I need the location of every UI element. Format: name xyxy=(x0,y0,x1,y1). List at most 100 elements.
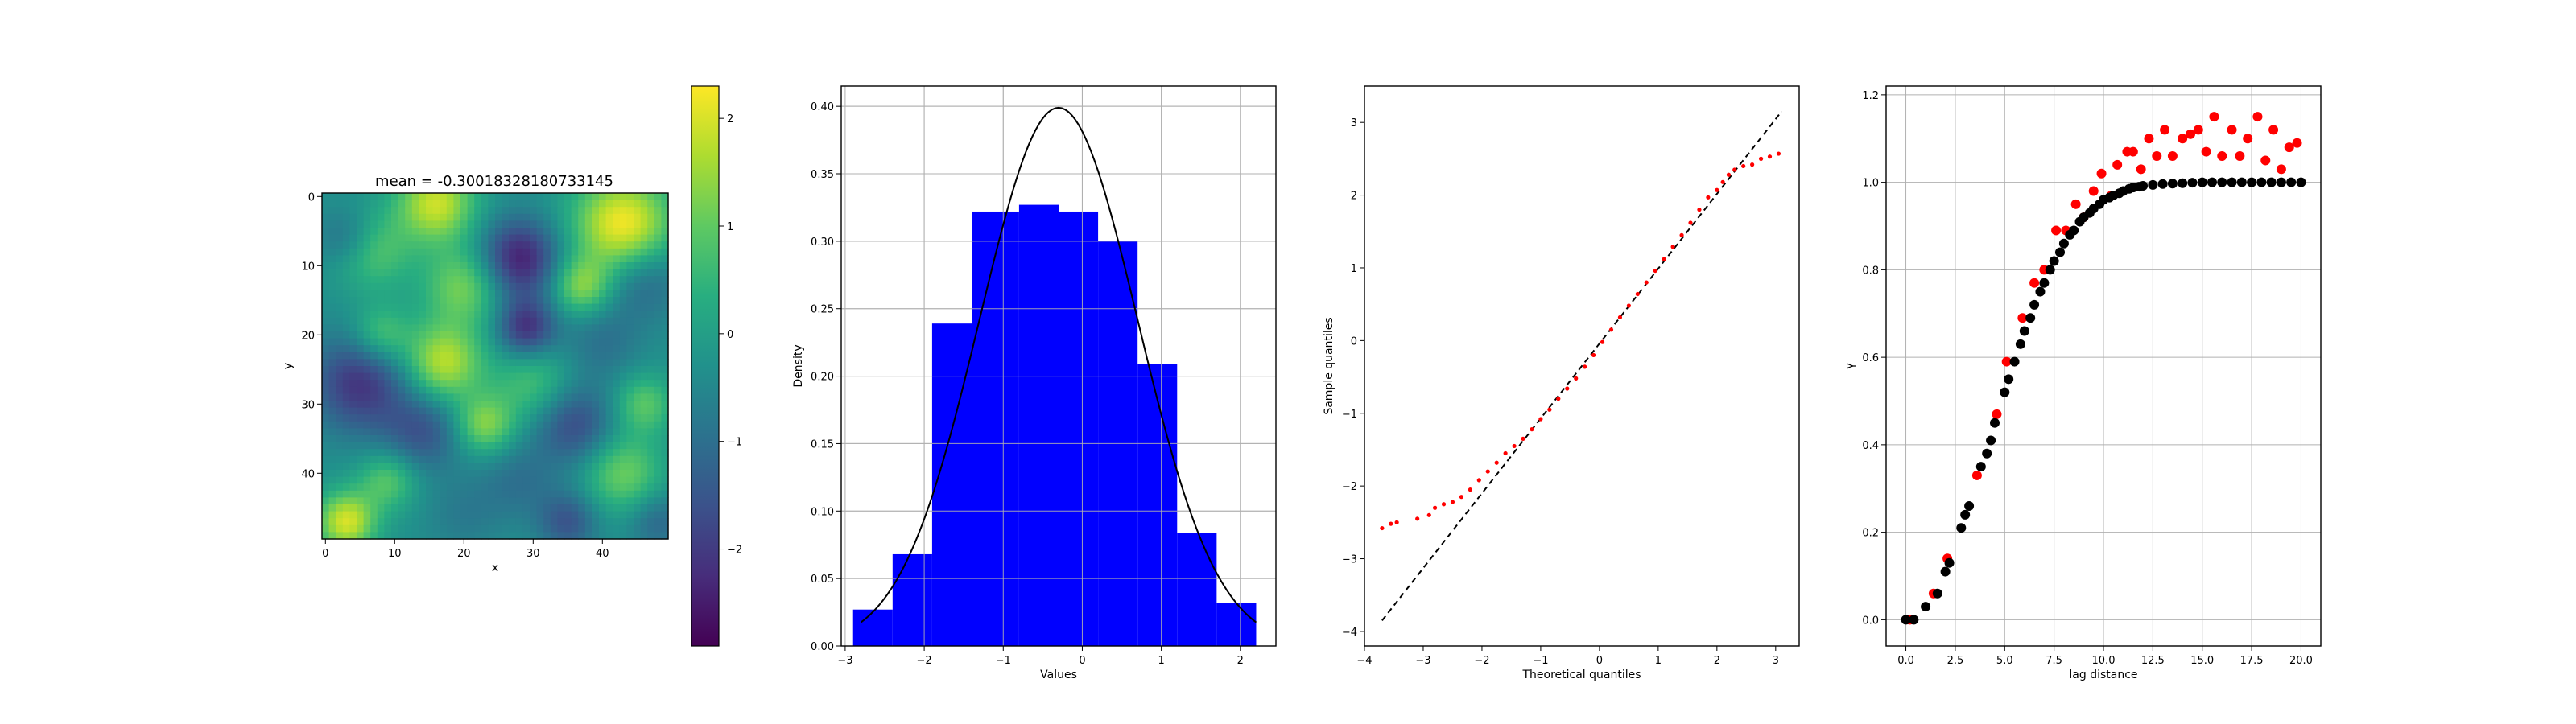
heatmap-cell xyxy=(515,282,523,290)
heatmap-cell xyxy=(384,470,392,478)
heatmap-cell xyxy=(419,241,427,249)
heatmap-cell xyxy=(336,380,344,388)
heatmap-cell xyxy=(626,518,634,526)
heatmap-cell xyxy=(322,345,330,353)
heatmap-cell xyxy=(349,532,357,540)
heatmap-cell xyxy=(626,421,634,429)
heatmap-cell xyxy=(564,532,572,540)
heatmap-cell xyxy=(467,220,475,228)
heatmap-cell xyxy=(647,407,655,415)
heatmap-cell xyxy=(578,483,586,492)
heatmap-cell xyxy=(661,393,669,401)
heatmap-cell xyxy=(564,524,572,533)
heatmap-cell xyxy=(661,532,669,540)
heatmap-cell xyxy=(474,331,482,339)
heatmap-cell xyxy=(328,532,336,540)
qq-point xyxy=(1494,460,1499,465)
heatmap-cell xyxy=(550,213,558,221)
heatmap-cell xyxy=(550,463,558,471)
heatmap-cell xyxy=(654,228,662,236)
qq-point xyxy=(1538,417,1543,422)
heatmap-cell xyxy=(522,532,530,540)
heatmap-cell xyxy=(363,193,371,201)
heatmap-cell xyxy=(515,511,523,519)
heatmap-cell xyxy=(474,435,482,443)
heatmap-cell xyxy=(474,407,482,415)
heatmap-cell xyxy=(509,455,517,463)
heatmap-cell xyxy=(571,393,579,401)
heatmap-cell xyxy=(557,511,565,519)
heatmap-cell xyxy=(322,282,330,290)
heatmap-cell xyxy=(481,428,489,436)
heatmap-cell xyxy=(467,255,475,263)
heatmap-cell xyxy=(530,401,538,409)
heatmap-cell xyxy=(481,435,489,443)
heatmap-cell xyxy=(419,380,427,388)
heatmap-cell xyxy=(599,393,607,401)
heatmap-cell xyxy=(509,414,517,422)
heatmap-cell xyxy=(446,442,454,450)
heatmap-cell xyxy=(530,449,538,457)
heatmap-cell xyxy=(474,290,482,298)
heatmap-cell xyxy=(336,276,344,284)
heatmap-cell xyxy=(647,518,655,526)
heatmap-cell xyxy=(502,352,510,360)
heatmap-cell xyxy=(419,324,427,332)
heatmap-cell xyxy=(322,241,330,249)
heatmap-cell xyxy=(536,449,544,457)
heatmap-cell xyxy=(446,476,454,484)
heatmap-cell xyxy=(384,490,392,498)
heatmap-cell xyxy=(384,290,392,298)
heatmap-cell xyxy=(626,372,634,381)
heatmap-cell xyxy=(564,276,572,284)
heatmap-cell xyxy=(619,504,627,512)
model-point xyxy=(1956,523,1967,533)
heatmap-cell xyxy=(467,311,475,319)
heatmap-cell xyxy=(363,359,371,367)
heatmap-cell xyxy=(336,421,344,429)
heatmap-cell xyxy=(571,241,579,249)
heatmap-cell xyxy=(349,290,357,298)
heatmap-cell xyxy=(640,428,648,436)
heatmap-cell xyxy=(357,213,365,221)
heatmap-cell xyxy=(384,421,392,429)
heatmap-cell xyxy=(467,269,475,277)
heatmap-cell xyxy=(509,345,517,353)
heatmap-cell xyxy=(391,518,399,526)
heatmap-cell xyxy=(488,449,496,457)
heatmap-cell xyxy=(405,483,413,492)
heatmap-cell xyxy=(405,248,413,256)
heatmap-cell xyxy=(584,345,592,353)
heatmap-cell xyxy=(578,324,586,332)
heatmap-cell xyxy=(474,483,482,492)
heatmap-cell xyxy=(460,317,469,325)
heatmap-cell xyxy=(599,435,607,443)
heatmap-cell xyxy=(619,449,627,457)
heatmap-cell xyxy=(578,262,586,270)
heatmap-cell xyxy=(426,483,434,492)
heatmap-cell xyxy=(592,345,600,353)
heatmap-cell xyxy=(571,282,579,290)
heatmap-cell xyxy=(349,207,357,215)
heatmap-cell xyxy=(619,414,627,422)
heatmap-cell xyxy=(502,303,510,311)
heatmap-cell xyxy=(613,297,621,305)
heatmap-cell xyxy=(336,407,344,415)
heatmap-cell xyxy=(336,490,344,498)
heatmap-cell xyxy=(626,338,634,346)
heatmap-cell xyxy=(564,401,572,409)
model-point xyxy=(2217,177,2227,187)
heatmap-cell xyxy=(460,255,469,263)
heatmap-cell xyxy=(599,497,607,505)
heatmap-cell xyxy=(377,193,385,201)
heatmap-cell xyxy=(605,297,613,305)
colorbar-tick-label: 0 xyxy=(727,329,733,341)
heatmap-cell xyxy=(584,497,592,505)
heatmap-cell xyxy=(619,518,627,526)
heatmap-cell xyxy=(474,193,482,201)
heatmap-cell xyxy=(571,442,579,450)
heatmap-cell xyxy=(370,518,378,526)
qq-y-tick-label: 2 xyxy=(1351,191,1357,203)
heatmap-cell xyxy=(411,290,419,298)
heatmap-cell xyxy=(488,290,496,298)
